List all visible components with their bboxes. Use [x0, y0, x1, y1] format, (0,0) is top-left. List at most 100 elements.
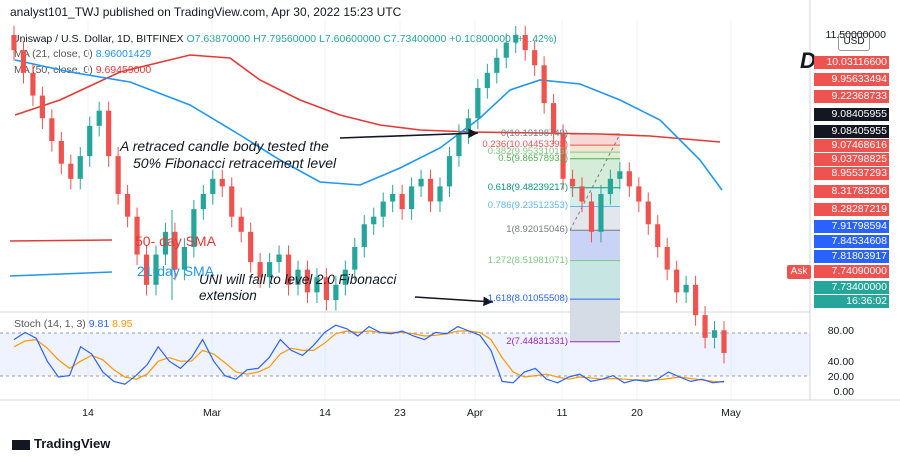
candle-body	[437, 186, 443, 202]
candle-body	[617, 171, 623, 179]
candle-body	[285, 254, 292, 285]
fib-label: 0.5(9.86578931)	[498, 152, 568, 164]
price-label: 10.03116600	[814, 56, 889, 69]
candle-body	[162, 231, 169, 255]
candle-body	[446, 156, 453, 187]
candle-body	[276, 254, 282, 263]
candle-body	[20, 50, 27, 73]
price-label: 8.95537293	[814, 167, 889, 180]
candle-body	[181, 246, 187, 270]
candle-body	[238, 216, 244, 232]
candle-body	[721, 330, 727, 353]
fib-label: 1(8.92015046)	[506, 224, 568, 236]
candle-body	[77, 156, 83, 179]
price-label: 8.31783206	[814, 185, 889, 198]
candle-body	[153, 254, 159, 285]
stoch-k-line	[13, 324, 725, 385]
candle-body	[210, 178, 216, 194]
candle-body	[106, 110, 112, 157]
extension-arrow	[414, 296, 494, 307]
candle-body	[267, 262, 273, 278]
tradingview-logo[interactable]: TradingView	[12, 436, 110, 451]
candle-body	[352, 246, 358, 270]
price-label: 7.84534608	[814, 235, 889, 248]
price-label: 7.91798594	[814, 220, 889, 233]
price-label: 9.08405955	[814, 125, 889, 138]
candle-body	[172, 231, 178, 270]
candle-body	[39, 95, 45, 119]
fib-zone	[570, 152, 620, 159]
candle-body	[115, 156, 121, 194]
candle-body	[560, 133, 566, 179]
fib-label: 0.618(9.48239217)	[487, 181, 568, 193]
candles	[11, 25, 727, 364]
candle-body	[380, 201, 386, 217]
fib-label: 0.236(10.04453393)	[482, 139, 568, 151]
sma50-sample-line	[9, 239, 113, 242]
candle-body	[68, 163, 74, 179]
currency-button[interactable]: USD	[838, 33, 870, 51]
ma21-value: 8.96001429	[95, 48, 152, 60]
time-tick: Apr	[466, 407, 484, 419]
candle-body	[191, 209, 197, 247]
candle-body	[456, 133, 462, 157]
candle-body	[58, 140, 64, 164]
candle-body	[693, 284, 699, 316]
stoch-tick: 80.00	[827, 325, 854, 337]
candle-body	[683, 284, 689, 293]
candle-body	[569, 178, 576, 187]
fib-zone	[570, 260, 620, 300]
price-label: 9.08405955	[814, 108, 889, 121]
fib-zone	[570, 230, 620, 261]
candle-body	[342, 269, 348, 285]
tradingview-icon	[12, 439, 30, 450]
candle-body	[655, 224, 661, 247]
candle-body	[87, 125, 93, 157]
candle-body	[532, 50, 538, 66]
ma50-line	[14, 54, 721, 143]
fib-zone	[570, 134, 620, 146]
candle-body	[522, 35, 528, 51]
time-tick: 14	[319, 407, 331, 419]
price-label: 9.03798825	[814, 153, 889, 166]
sma21-sample-line	[9, 271, 113, 277]
ma21-legend[interactable]: MA (21, close, 0) 8.96001429	[14, 48, 151, 60]
time-tick: 14	[82, 407, 94, 419]
time-tick: 23	[394, 407, 406, 419]
open-value: O7.63870000	[186, 33, 251, 45]
fib-zone	[570, 206, 620, 231]
candle-body	[49, 118, 55, 141]
fib-note-line1: A retraced candle body tested the	[120, 138, 329, 154]
fib-label: 0.786(9.23512353)	[487, 200, 568, 212]
change-value: +0.10800000 (+1.42%)	[449, 33, 557, 45]
candle-body	[200, 193, 206, 210]
price-axis-top-tick: 11.50000000	[825, 29, 886, 41]
candle-body	[96, 110, 102, 126]
time-tick: 20	[631, 407, 643, 419]
stoch-name: Stoch (14, 1, 3)	[14, 318, 86, 330]
price-label: 9.95633494	[814, 73, 889, 86]
ma21-line	[14, 59, 723, 191]
candle-body	[645, 201, 651, 225]
publisher-line: analyst101_TWJ published on TradingView.…	[10, 5, 402, 19]
candle-body	[626, 171, 632, 187]
stoch-legend[interactable]: Stoch (14, 1, 3) 9.81 8.95	[14, 318, 133, 330]
drawings	[9, 128, 494, 307]
ma50-path	[14, 54, 721, 143]
fib-label: 0(10.19198749)	[500, 128, 568, 140]
candle-body	[248, 231, 254, 263]
candle-body	[711, 330, 718, 338]
candle-body	[636, 186, 642, 202]
candle-body	[11, 35, 17, 51]
price-label: 16:36:02	[814, 295, 889, 308]
candle-body	[513, 35, 519, 43]
candle-body	[427, 178, 434, 202]
candle-body	[361, 224, 367, 247]
price-label: 9.07468616	[814, 139, 889, 152]
stoch-k-value: 9.81	[88, 318, 110, 330]
candle-body	[598, 193, 604, 232]
candle-body	[143, 254, 150, 285]
stoch-tick: 20.00	[827, 371, 854, 383]
candle-body	[399, 193, 405, 210]
